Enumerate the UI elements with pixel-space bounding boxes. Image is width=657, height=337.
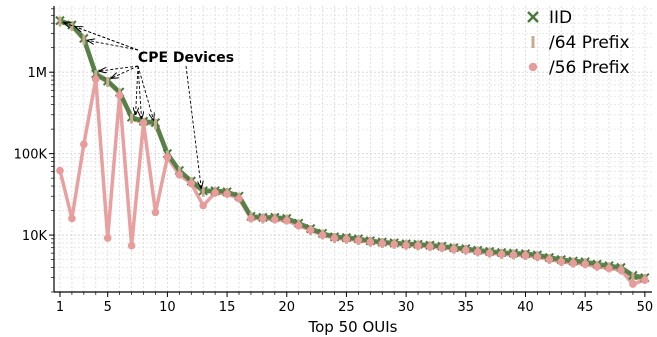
x-tick-label: 50 <box>637 300 654 315</box>
x-tick-label: 1 <box>56 300 64 315</box>
x-tick-label: 10 <box>159 300 176 315</box>
annotation-arrow <box>76 27 139 51</box>
data-point <box>366 238 375 246</box>
data-point <box>163 153 172 162</box>
data-point <box>199 201 208 210</box>
data-point <box>259 214 267 223</box>
data-point <box>68 214 76 223</box>
annotation-arrow <box>136 65 138 114</box>
data-point <box>82 34 86 45</box>
data-point <box>509 251 518 259</box>
data-point <box>115 91 124 100</box>
data-point <box>378 239 387 248</box>
x-tick-label: 15 <box>219 300 236 315</box>
x-tick-label: 45 <box>577 300 594 315</box>
data-point <box>306 226 315 234</box>
annotation-arrow <box>185 65 201 188</box>
x-tick-label: 30 <box>398 300 415 315</box>
data-point <box>201 186 205 197</box>
x-tick-label: 25 <box>338 300 355 315</box>
data-point <box>294 221 303 230</box>
annotation-layer: CPE Devices <box>64 23 234 188</box>
data-point <box>390 240 398 249</box>
data-point <box>545 255 554 264</box>
data-point <box>629 280 637 288</box>
data-point <box>617 266 625 275</box>
data-point <box>402 241 410 250</box>
data-point <box>175 170 184 179</box>
data-point <box>473 248 482 256</box>
data-point <box>211 189 219 197</box>
y-tick-label: 10K <box>22 229 48 244</box>
data-point <box>581 260 589 268</box>
data-point <box>271 215 279 224</box>
data-point <box>485 249 494 257</box>
data-point <box>330 234 339 242</box>
data-point <box>94 70 98 81</box>
data-point <box>282 216 291 225</box>
data-point <box>91 75 100 84</box>
data-point <box>426 242 434 251</box>
annotation-arrow <box>100 65 139 71</box>
data-point <box>58 16 62 27</box>
data-point <box>641 276 649 284</box>
data-point <box>151 208 160 217</box>
data-point <box>521 251 530 260</box>
data-point <box>450 245 458 254</box>
data-point <box>235 194 243 203</box>
data-point <box>130 113 134 124</box>
legend-label: /56 Prefix <box>549 58 630 78</box>
x-tick-label: 20 <box>278 300 295 315</box>
y-tick-label: 100K <box>14 148 48 163</box>
legend-marker-bar <box>531 36 535 48</box>
data-point <box>106 76 110 87</box>
data-point <box>56 166 64 175</box>
x-tick-label: 40 <box>517 300 534 315</box>
data-point <box>354 236 363 245</box>
data-point <box>103 234 112 242</box>
data-point <box>438 243 446 252</box>
data-point <box>223 190 231 198</box>
x-tick-label: 35 <box>458 300 475 315</box>
annotation-arrow <box>137 65 142 118</box>
data-point <box>342 235 351 243</box>
data-point <box>631 272 635 283</box>
annotation-arrow <box>137 65 153 120</box>
annotation-arrow <box>88 40 139 51</box>
data-point <box>497 250 506 259</box>
data-point <box>127 241 136 250</box>
data-point <box>557 257 566 266</box>
legend-label: /64 Prefix <box>549 33 630 53</box>
data-point <box>318 231 327 239</box>
x-tick-label: 5 <box>104 300 112 315</box>
data-point <box>605 264 613 273</box>
data-point <box>80 140 88 149</box>
legend-marker-x <box>527 11 539 23</box>
data-point <box>187 179 196 188</box>
series-layer <box>55 15 650 288</box>
y-tick-label: 1M <box>28 66 48 81</box>
data-point <box>247 214 255 223</box>
data-point <box>414 241 422 250</box>
data-point <box>153 119 157 130</box>
data-point <box>461 246 470 255</box>
legend: IID/64 Prefix/56 Prefix <box>527 8 630 78</box>
data-point <box>593 262 601 271</box>
data-point <box>569 259 578 268</box>
data-point <box>533 253 542 261</box>
annotation-text: CPE Devices <box>138 50 234 66</box>
data-point <box>139 118 148 127</box>
legend-label: IID <box>549 8 572 28</box>
x-axis-title: Top 50 OUIs <box>308 318 398 336</box>
legend-marker-circle <box>528 62 538 72</box>
